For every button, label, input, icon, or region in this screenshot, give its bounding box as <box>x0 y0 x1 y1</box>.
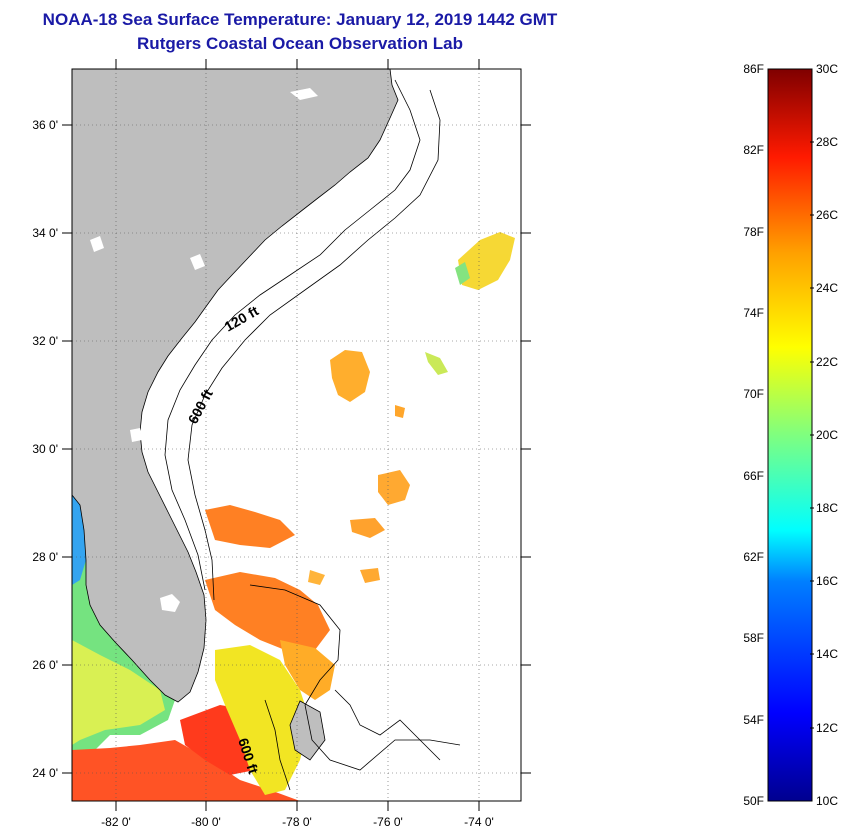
lake-okeechobee <box>160 594 180 612</box>
map-subtitle: Rutgers Coastal Ocean Observation Lab <box>137 34 463 53</box>
colorbar-c-20: 20C <box>816 428 838 442</box>
colorbar-f-54: 54F <box>743 713 764 727</box>
colorbar-f-50: 50F <box>743 794 764 808</box>
sst-bahamas-yellow <box>215 645 310 795</box>
sst-offshore-green <box>425 352 448 375</box>
lon-label-74: -74 0' <box>464 815 494 829</box>
sst-bahamas-orange <box>280 640 335 700</box>
colorbar-c-22: 22C <box>816 355 838 369</box>
lat-label-34: 34 0' <box>32 226 58 240</box>
sst-patches <box>72 232 515 801</box>
colorbar-f-86: 86F <box>743 62 764 76</box>
lon-label-76: -76 0' <box>373 815 403 829</box>
colorbar-ticks <box>810 141 814 729</box>
colorbar-f-82: 82F <box>743 143 764 157</box>
sst-patch-small2 <box>308 570 325 585</box>
map-title: NOAA-18 Sea Surface Temperature: January… <box>42 10 558 29</box>
lat-label-28: 28 0' <box>32 550 58 564</box>
lat-label-32: 32 0' <box>32 334 58 348</box>
colorbar-c-12: 12C <box>816 721 838 735</box>
sst-gulf-yellow <box>72 640 165 745</box>
colorbar-c-10: 10C <box>816 794 838 808</box>
lon-label-78: -78 0' <box>282 815 312 829</box>
colorbar-c-18: 18C <box>816 501 838 515</box>
depth-contours <box>164 79 461 791</box>
lat-label-24: 24 0' <box>32 766 58 780</box>
lon-label-80: -80 0' <box>191 815 221 829</box>
us-mainland <box>72 69 399 703</box>
sst-offshore-orange2 <box>378 470 410 505</box>
sst-florida-east <box>205 505 295 548</box>
map-grid <box>72 69 521 801</box>
lat-label-30: 30 0' <box>32 442 58 456</box>
map-tick-marks <box>62 59 531 811</box>
colorbar-f-66: 66F <box>743 469 764 483</box>
lat-label-36: 36 0' <box>32 118 58 132</box>
sst-ne-green <box>455 262 470 285</box>
contour-600ft <box>187 89 441 601</box>
sst-offshore-orange4 <box>395 405 405 418</box>
colorbar-c-14: 14C <box>816 647 838 661</box>
sst-offshore-orange1 <box>350 518 385 538</box>
lon-label-82: -82 0' <box>101 815 131 829</box>
colorbar-f-70: 70F <box>743 387 764 401</box>
colorbar-f-78: 78F <box>743 225 764 239</box>
colorbar-f-62: 62F <box>743 550 764 564</box>
colorbar <box>767 68 813 802</box>
sst-patch-small1 <box>360 568 380 583</box>
colorbar-c-16: 16C <box>816 574 838 588</box>
bahamas-bank-contour <box>249 584 461 771</box>
lat-label-26: 26 0' <box>32 658 58 672</box>
colorbar-c-26: 26C <box>816 208 838 222</box>
contour-120ft <box>164 79 421 591</box>
colorbar-c-28: 28C <box>816 135 838 149</box>
colorbar-f-58: 58F <box>743 631 764 645</box>
sst-straits-orange <box>205 572 330 650</box>
sst-south-red <box>72 740 300 801</box>
colorbar-f-74: 74F <box>743 306 764 320</box>
sst-ne-yellow <box>458 232 515 290</box>
colorbar-c-24: 24C <box>816 281 838 295</box>
sst-offshore-orange3 <box>330 350 370 402</box>
colorbar-c-30: 30C <box>816 62 838 76</box>
